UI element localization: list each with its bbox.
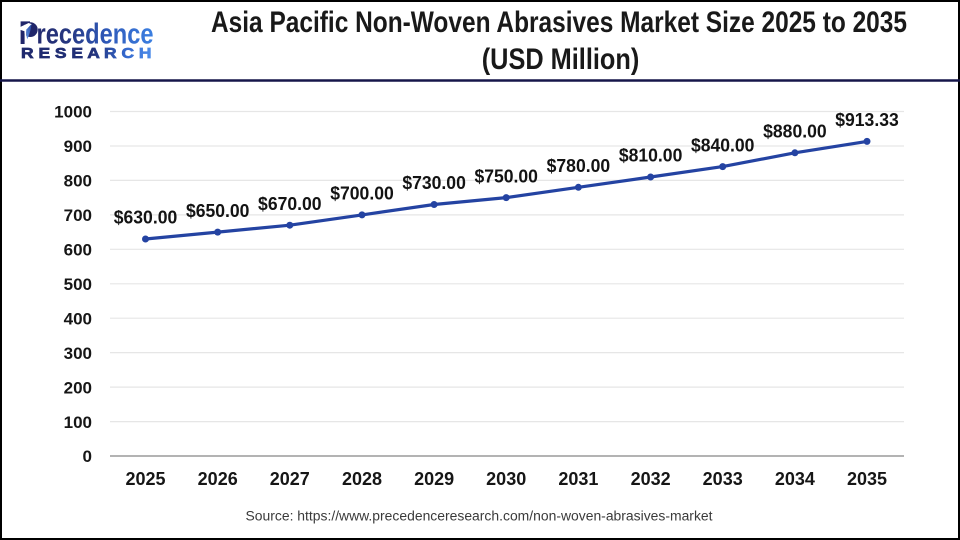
svg-text:2025: 2025	[125, 469, 165, 489]
svg-text:600: 600	[64, 241, 92, 260]
svg-text:R E S E A R C H: R E S E A R C H	[21, 45, 152, 62]
svg-text:recedence: recedence	[37, 18, 154, 50]
svg-text:2028: 2028	[342, 469, 382, 489]
svg-text:300: 300	[64, 344, 92, 363]
svg-text:900: 900	[64, 137, 92, 156]
svg-text:$650.00: $650.00	[186, 201, 250, 221]
svg-text:$880.00: $880.00	[763, 122, 827, 142]
svg-text:2027: 2027	[270, 469, 310, 489]
svg-text:$630.00: $630.00	[114, 208, 178, 228]
svg-text:$670.00: $670.00	[258, 194, 322, 214]
svg-text:100: 100	[64, 413, 92, 432]
svg-text:400: 400	[64, 309, 92, 328]
svg-text:2030: 2030	[486, 469, 526, 489]
svg-text:$913.33: $913.33	[835, 110, 899, 130]
svg-text:(USD Million): (USD Million)	[482, 43, 640, 76]
svg-text:2031: 2031	[558, 469, 598, 489]
svg-text:200: 200	[64, 378, 92, 397]
svg-text:Source: https://www.precedence: Source: https://www.precedenceresearch.c…	[246, 508, 713, 523]
svg-text:$810.00: $810.00	[619, 146, 683, 166]
svg-text:800: 800	[64, 172, 92, 191]
svg-text:500: 500	[64, 275, 92, 294]
svg-text:2035: 2035	[847, 469, 887, 489]
svg-text:$730.00: $730.00	[402, 173, 466, 193]
svg-text:Asia Pacific Non-Woven Abrasiv: Asia Pacific Non-Woven Abrasives Market …	[211, 6, 907, 39]
svg-text:700: 700	[64, 206, 92, 225]
svg-text:$750.00: $750.00	[474, 166, 538, 186]
svg-text:2033: 2033	[703, 469, 743, 489]
svg-text:$780.00: $780.00	[547, 156, 611, 176]
svg-text:0: 0	[83, 447, 92, 466]
svg-text:$840.00: $840.00	[691, 135, 755, 155]
svg-text:$700.00: $700.00	[330, 184, 394, 204]
svg-text:2032: 2032	[631, 469, 671, 489]
svg-text:2034: 2034	[775, 469, 815, 489]
svg-text:1000: 1000	[54, 103, 92, 122]
svg-text:2029: 2029	[414, 469, 454, 489]
svg-text:2026: 2026	[198, 469, 238, 489]
